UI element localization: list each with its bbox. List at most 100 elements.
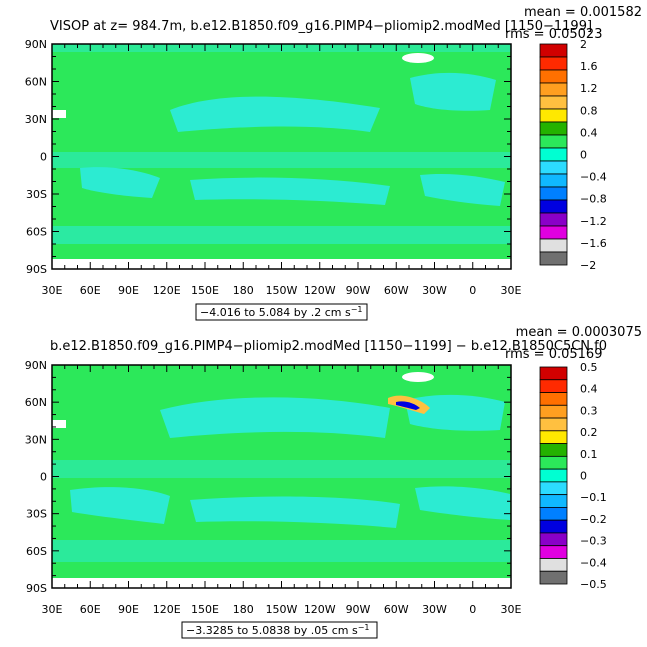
panel-top-tropical-band — [52, 152, 511, 168]
panel-top-xtick-label: 60E — [80, 284, 101, 297]
panel-bottom-colorbar-swatch — [539, 443, 568, 457]
panel-top-range-box: −4.016 to 5.084 by .2 cm s−1 — [195, 303, 368, 321]
panel-top-colorbar-label: −0.4 — [580, 171, 607, 184]
panel-bottom-y-axis: 90N 60N 30N 0 30S 60S 90S — [25, 359, 511, 595]
panel-bottom-colorbar-label: −0.5 — [580, 578, 607, 591]
panel-bottom-colorbar-swatch — [539, 417, 568, 432]
panel-bottom-ytick-label: 90N — [25, 359, 47, 372]
panel-bottom-xtick-label: 30E — [42, 603, 63, 616]
panel-top-colorbar: 2 1.6 1.2 0.8 0.4 0 −0.4 −0.8 −1.2 −1.6 −2 — [539, 38, 607, 272]
panel-top-colorbar-swatch — [539, 121, 568, 136]
panel-top: VISOP at z= 984.7m, b.e12.B1850.f09_g16.… — [25, 5, 642, 321]
panel-bottom-colorbar-label: −0.1 — [580, 491, 607, 504]
panel-top-colorbar-swatch — [539, 199, 568, 214]
panel-bottom-colorbar: 0.5 0.4 0.3 0.2 0.1 0 −0.1 −0.2 −0.3 −0.4 −0.5 — [539, 361, 607, 591]
panel-top-xtick-label: 120E — [153, 284, 181, 297]
panel-top-ytick-label: 30S — [26, 188, 47, 201]
panel-bottom-range-box: −3.3285 to 5.0838 by .05 cm s−1 — [181, 621, 378, 639]
panel-bottom-colorbar-swatch — [539, 494, 568, 508]
panel-bottom-xtick-label: 90W — [346, 603, 371, 616]
panel-top-colorbar-label: −1.6 — [580, 237, 607, 250]
panel-bottom-rms: rms = 0.05169 — [505, 347, 602, 362]
panel-bottom-indian-ocean — [70, 487, 170, 524]
panel-top-colorbar-label: 1.2 — [580, 82, 598, 95]
panel-top-colorbar-label: 2 — [580, 38, 587, 51]
panel-bottom-xtick-label: 0 — [469, 603, 476, 616]
panel-bottom-colorbar-swatch — [539, 404, 568, 419]
panel-top-xtick-label: 150E — [191, 284, 219, 297]
panel-bottom-xtick-label: 60W — [384, 603, 409, 616]
panel-top-y-axis: 90N 60N 30N 0 30S 60S 90S — [25, 38, 511, 276]
panel-bottom-xtick-label: 180 — [233, 603, 254, 616]
panel-bottom-colorbar-swatch — [539, 430, 568, 444]
panel-bottom-map — [52, 365, 511, 588]
panel-top-colorbar-label: −0.8 — [580, 193, 607, 206]
panel-bottom-colorbar-label: 0.1 — [580, 448, 598, 461]
panel-top-north-pacific — [170, 96, 380, 132]
panel-top-med-mask — [52, 110, 66, 118]
panel-bottom-range-label: −3.3285 to 5.0838 by .05 cm s−1 — [186, 623, 370, 637]
panel-bottom-title: b.e12.B1850.f09_g16.PIMP4−pliomip2.modMe… — [50, 339, 607, 354]
panel-top-colorbar-swatch — [539, 56, 568, 71]
panel-bottom-ytick-label: 90S — [26, 582, 47, 595]
panel-bottom-ytick-label: 60N — [25, 396, 47, 409]
panel-bottom-greenland-mask — [402, 372, 434, 382]
panel-bottom-xtick-label: 150E — [191, 603, 219, 616]
panel-bottom-colorbar-label: −0.2 — [580, 513, 607, 526]
panel-top-colorbar-swatch — [539, 147, 568, 162]
panel-bottom-north-pacific — [160, 397, 390, 438]
panel-top-xtick-label: 60W — [384, 284, 409, 297]
panel-top-colorbar-swatch — [539, 212, 568, 227]
panel-bottom-colorbar-label: 0.4 — [580, 383, 598, 396]
panel-bottom-ytick-label: 0 — [40, 471, 47, 484]
panel-top-map — [52, 44, 511, 269]
panel-top-greenland-mask — [402, 53, 434, 63]
panel-top-colorbar-swatch — [539, 108, 568, 123]
panel-bottom-south-atlantic — [415, 486, 510, 520]
panel-bottom-ytick-label: 30S — [26, 508, 47, 521]
panel-top-x-axis: 30E 60E 90E 120E 150E 180 150W 120W 90W 60W 30W 0 30… — [42, 44, 522, 297]
panel-top-xtick-label: 30E — [501, 284, 522, 297]
panel-bottom-colorbar-swatch — [539, 507, 568, 521]
panel-top-colorbar-label: −1.2 — [580, 215, 607, 228]
panel-top-colorbar-label: 0 — [580, 149, 587, 162]
panel-top-colorbar-label: 1.6 — [580, 60, 598, 73]
panel-top-mean: mean = 0.001582 — [524, 5, 642, 20]
panel-top-colorbar-swatch — [539, 251, 568, 266]
panel-bottom-colorbar-swatch — [539, 379, 568, 393]
panel-bottom-mean: mean = 0.0003075 — [516, 325, 642, 340]
panel-bottom-colorbar-swatch — [539, 519, 568, 534]
panel-top-colorbar-swatch — [539, 95, 568, 110]
panel-top-xtick-label: 180 — [233, 284, 254, 297]
panel-bottom-colorbar-swatch — [539, 570, 568, 585]
panel-bottom-south-pacific — [190, 496, 400, 528]
panel-top-colorbar-swatch — [539, 82, 568, 97]
panel-bottom-xtick-label: 90E — [118, 603, 139, 616]
panel-top-title: VISOP at z= 984.7m, b.e12.B1850.f09_g16.… — [50, 19, 592, 34]
panel-bottom-colorbar-swatch — [539, 392, 568, 406]
panel-bottom-ytick-label: 30N — [25, 433, 47, 446]
panel-top-ytick-label: 0 — [40, 151, 47, 164]
panel-bottom-colorbar-swatch — [539, 481, 568, 496]
panel-top-xtick-label: 30E — [42, 284, 63, 297]
panel-top-ytick-label: 30N — [25, 113, 47, 126]
panel-bottom-xtick-label: 120E — [153, 603, 181, 616]
panel-top-rms: rms = 0.05023 — [505, 27, 602, 42]
panel-bottom-colorbar-label: 0.3 — [580, 404, 598, 417]
panel-top-xtick-label: 120W — [304, 284, 336, 297]
panel-top-colorbar-swatch — [539, 69, 568, 84]
panel-bottom-colorbar-swatch — [539, 468, 568, 483]
panel-top-southern-ocean — [52, 226, 511, 244]
panel-top-colorbar-swatch — [539, 43, 568, 58]
panel-top-ytick-label: 60S — [26, 226, 47, 239]
panel-bottom-tropical-band — [52, 460, 511, 478]
panel-bottom-xtick-label: 30E — [501, 603, 522, 616]
panel-top-xtick-label: 30W — [422, 284, 447, 297]
panel-top-xtick-label: 90W — [346, 284, 371, 297]
panel-top-range-label: −4.016 to 5.084 by .2 cm s−1 — [200, 305, 363, 319]
panel-top-colorbar-swatch — [539, 160, 568, 175]
panel-bottom-colorbar-swatch — [539, 366, 568, 381]
panel-bottom-colorbar-label: 0.2 — [580, 426, 598, 439]
panel-top-colorbar-swatch — [539, 238, 568, 253]
